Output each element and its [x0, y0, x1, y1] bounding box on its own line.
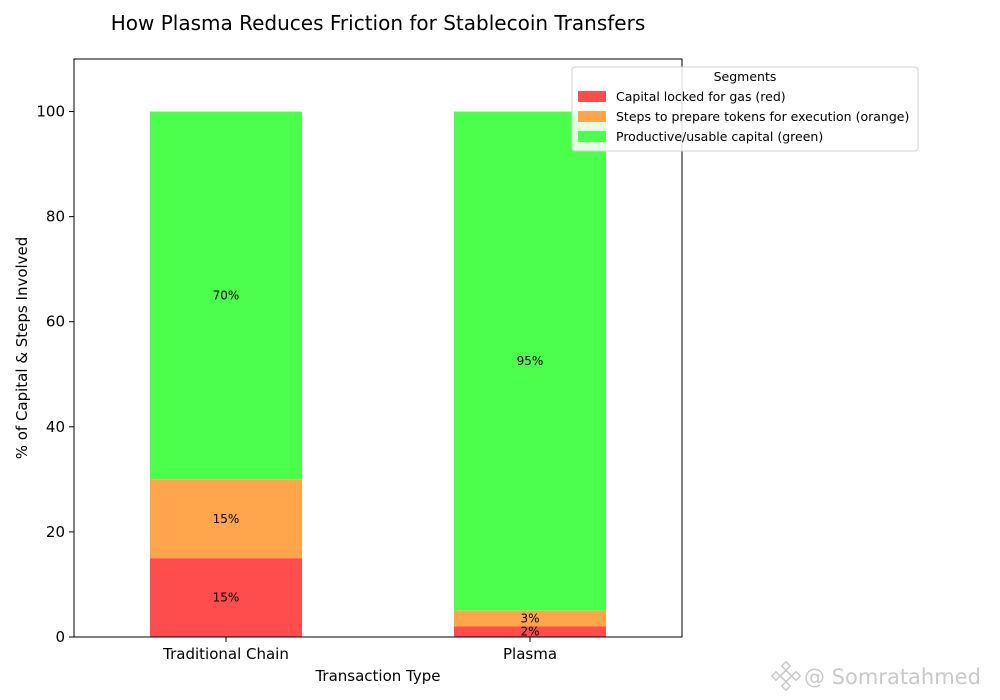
y-tick-label-4: 80 [46, 208, 65, 226]
legend-swatch-2 [578, 131, 606, 142]
bar-segment-0-0 [150, 558, 302, 637]
plot-frame [73, 58, 683, 638]
watermark: @ Somratahmed [770, 660, 981, 692]
data-label-1-1: 3% [520, 612, 539, 626]
data-label-0-2: 70% [213, 288, 240, 302]
legend-title: Segments [714, 69, 777, 84]
legend-label-2: Productive/usable capital (green) [616, 129, 823, 144]
bar-segment-1-2 [454, 111, 606, 611]
data-label-0-0: 15% [213, 591, 240, 605]
x-tick-label-0: Traditional Chain [162, 645, 289, 663]
x-tick-label-1: Plasma [503, 645, 557, 663]
y-tick-label-5: 100 [36, 103, 65, 121]
data-label-1-2: 95% [517, 354, 544, 368]
legend-items: Capital locked for gas (red) Steps to pre… [578, 89, 909, 144]
legend: Segments Capital locked for gas (red) Ste… [571, 66, 919, 152]
bar-segment-0-2 [150, 111, 302, 480]
y-tick-label-2: 40 [46, 418, 65, 436]
bar-segment-1-0 [454, 626, 606, 637]
chart-title: How Plasma Reduces Friction for Stableco… [111, 11, 646, 35]
binance-logo-icon [770, 660, 802, 692]
x-axis-label: Transaction Type [314, 667, 440, 685]
legend-swatch-1 [578, 111, 606, 122]
watermark-text: @ Somratahmed [804, 665, 981, 689]
data-label-1-0: 2% [520, 625, 539, 639]
legend-frame [571, 66, 919, 152]
y-tick-label-1: 20 [46, 523, 65, 541]
legend-label-0: Capital locked for gas (red) [616, 89, 786, 104]
x-axis: Traditional Chain Plasma [162, 637, 557, 663]
bar-segment-1-1 [454, 610, 606, 627]
y-tick-label-0: 0 [55, 628, 65, 646]
y-axis-label: % of Capital & Steps Involved [13, 237, 31, 460]
bars-layer [150, 111, 606, 637]
legend-swatch-0 [578, 91, 606, 102]
y-tick-label-3: 60 [46, 313, 65, 331]
data-labels-layer: 15% 15% 70% 2%3% 95% [213, 288, 544, 638]
data-label-0-1: 15% [213, 512, 240, 526]
legend-label-1: Steps to prepare tokens for execution (o… [616, 109, 909, 124]
y-axis: 0 20 40 60 80 100 [36, 103, 74, 646]
bar-segment-0-1 [150, 479, 302, 559]
